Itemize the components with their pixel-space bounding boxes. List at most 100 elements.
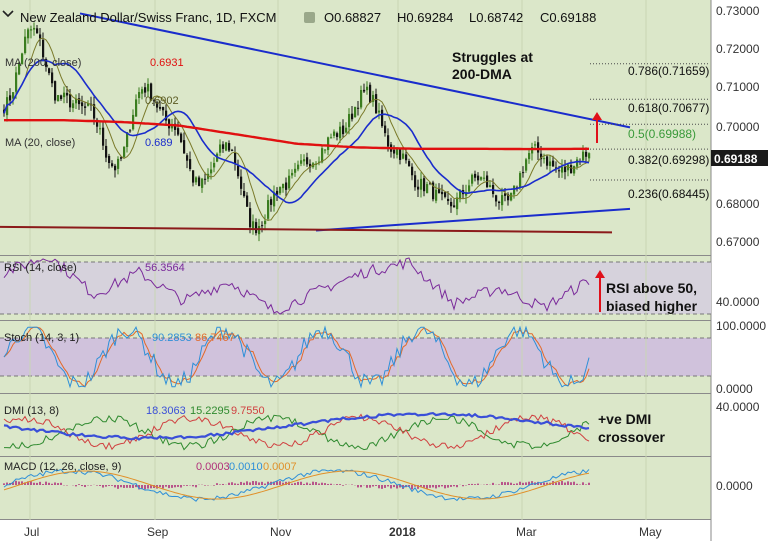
- macd-bar: [186, 485, 188, 486]
- macd-bar: [312, 482, 314, 485]
- candle-body: [405, 154, 407, 160]
- macd-bar: [468, 484, 470, 485]
- macd-bar: [516, 483, 518, 485]
- y-tick-label: 0.72000: [716, 42, 760, 56]
- macd-bar: [291, 484, 293, 485]
- macd-bar: [318, 484, 320, 485]
- stoch-legend-label[interactable]: Stoch (14, 3, 1): [4, 332, 79, 344]
- macd-bar: [105, 485, 107, 487]
- macd-bar: [507, 482, 509, 485]
- candle-body: [489, 185, 491, 187]
- candle-body: [189, 159, 191, 169]
- candle-body: [60, 95, 62, 99]
- candle-body: [534, 144, 536, 145]
- rsi-legend-label[interactable]: RSI (14, close): [4, 262, 77, 274]
- macd-bar: [174, 485, 176, 487]
- macd-bar: [234, 483, 236, 485]
- macd-bar: [309, 484, 311, 485]
- candle-body: [306, 157, 308, 164]
- macd-bar: [567, 481, 569, 485]
- candle-body: [399, 149, 401, 159]
- candle-body: [336, 133, 338, 137]
- candle-body: [480, 177, 482, 179]
- candle-body: [144, 87, 146, 92]
- annotation-rsi-1: RSI above 50,: [606, 280, 697, 296]
- x-tick-label: Sep: [147, 525, 169, 539]
- macd-bar: [51, 484, 53, 485]
- ma20-legend-value: 0.689: [145, 137, 173, 149]
- macd-bar: [45, 482, 47, 485]
- candle-body: [33, 28, 35, 30]
- candle-body: [513, 186, 515, 195]
- macd-bar: [57, 483, 59, 485]
- candle-body: [108, 156, 110, 163]
- macd-bar: [351, 484, 353, 485]
- candle-body: [300, 160, 302, 163]
- candle-body: [66, 93, 68, 96]
- macd-bar: [498, 484, 500, 485]
- macd-bar: [360, 485, 362, 487]
- candle-body: [387, 135, 389, 146]
- macd-bar: [384, 485, 386, 488]
- macd-bar: [96, 485, 98, 486]
- candle-body: [264, 221, 266, 224]
- macd-bar: [504, 482, 506, 485]
- candle-body: [249, 208, 251, 227]
- macd-bar: [357, 485, 359, 487]
- dmi-legend-label[interactable]: DMI (13, 8): [4, 405, 59, 417]
- macd-bar: [159, 485, 161, 487]
- candle-body: [537, 142, 539, 152]
- candle-body: [453, 205, 455, 207]
- candle-body: [210, 169, 212, 173]
- macd-bar: [144, 485, 146, 489]
- macd-bar: [342, 485, 344, 486]
- candle-body: [543, 158, 545, 159]
- candle-body: [582, 152, 584, 161]
- annotation-struggles-1: Struggles at: [452, 49, 533, 65]
- macd-bar: [474, 484, 476, 485]
- macd-bar: [204, 485, 206, 486]
- candle-body: [81, 102, 83, 106]
- macd-bar: [114, 485, 116, 487]
- macd-bar: [585, 484, 587, 485]
- candle-body: [561, 167, 563, 173]
- macd-bar: [120, 485, 122, 487]
- dmi-legend-minus: 9.7550: [231, 405, 265, 417]
- visibility-toggle-icon[interactable]: [304, 12, 315, 23]
- macd-bar: [375, 485, 377, 486]
- macd-legend-label[interactable]: MACD (12, 26, close, 9): [4, 461, 121, 473]
- macd-bar: [168, 485, 170, 488]
- ma200-legend-label[interactable]: MA (200, close): [5, 57, 81, 69]
- y-tick-label: 0.68000: [716, 197, 760, 211]
- annotation-dmi-1: +ve DMI: [598, 411, 651, 427]
- candle-body: [342, 126, 344, 135]
- macd-legend-v1: 0.0003: [196, 461, 230, 473]
- stoch-legend-d: 86.7467: [195, 332, 235, 344]
- macd-bar: [447, 485, 449, 488]
- candle-body: [99, 128, 101, 129]
- candle-body: [348, 114, 350, 127]
- candle-body: [588, 153, 590, 158]
- macd-bar: [558, 482, 560, 485]
- candle-body: [366, 87, 368, 90]
- macd-bar: [462, 485, 464, 486]
- candle-body: [72, 103, 74, 108]
- macd-bar: [111, 485, 113, 486]
- candle-body: [558, 170, 560, 171]
- candle-body: [180, 134, 182, 142]
- macd-bar: [393, 485, 395, 487]
- macd-bar: [222, 484, 224, 485]
- candle-body: [333, 132, 335, 136]
- candle-body: [495, 195, 497, 201]
- macd-bar: [255, 481, 257, 485]
- candle-body: [339, 127, 341, 139]
- ma20-legend-label[interactable]: MA (20, close): [5, 137, 75, 149]
- x-tick-label: May: [639, 525, 662, 539]
- rsi-legend-value: 56.3564: [145, 262, 185, 274]
- candle-body: [369, 85, 371, 103]
- last-price-label: 0.69188: [711, 150, 768, 166]
- candle-body: [450, 202, 452, 206]
- x-tick-label: Nov: [270, 525, 291, 539]
- macd-bar: [387, 485, 389, 486]
- macd-bar: [564, 483, 566, 485]
